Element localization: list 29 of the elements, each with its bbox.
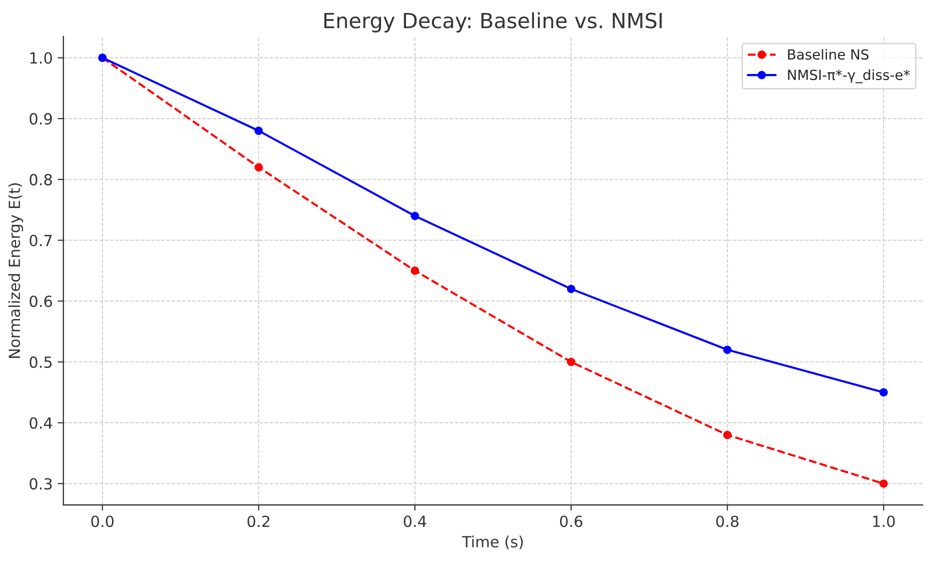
x-tick-label: 0.0	[91, 516, 114, 528]
y-axis-title: Normalized Energy E(t)	[8, 183, 24, 358]
point	[879, 388, 888, 397]
y-tick-label: 1.0	[30, 52, 52, 64]
point	[879, 479, 888, 488]
y-tick-label: 0.9	[30, 113, 52, 125]
point	[723, 430, 732, 440]
point	[566, 284, 576, 294]
x-tick-label: 0.2	[248, 516, 270, 528]
y-tick-label: 0.7	[30, 234, 52, 246]
y-tick-label: 0.3	[30, 478, 52, 490]
x-tick-label: 0.6	[560, 516, 582, 528]
x-tick-label: 1.0	[873, 516, 895, 528]
x-tick-label: 0.8	[716, 516, 738, 528]
y-tick-label: 0.8	[30, 174, 52, 186]
x-axis-title: Time (s)	[462, 536, 523, 550]
legend-label: NMSI-π*-γ_diss-e*	[788, 69, 910, 84]
point	[410, 266, 420, 275]
y-tick-label: 0.6	[30, 296, 52, 308]
point	[410, 212, 420, 220]
legend-label: Baseline NS	[788, 48, 868, 60]
point	[254, 126, 263, 135]
x-tick-label: 0.4	[404, 516, 426, 528]
point	[566, 358, 576, 366]
chart-title: Energy Decay: Baseline vs. NMSI	[324, 12, 662, 32]
y-tick-label: 0.5	[30, 356, 52, 368]
point	[254, 163, 263, 172]
point	[723, 346, 732, 354]
y-tick-label: 0.4	[30, 417, 52, 429]
